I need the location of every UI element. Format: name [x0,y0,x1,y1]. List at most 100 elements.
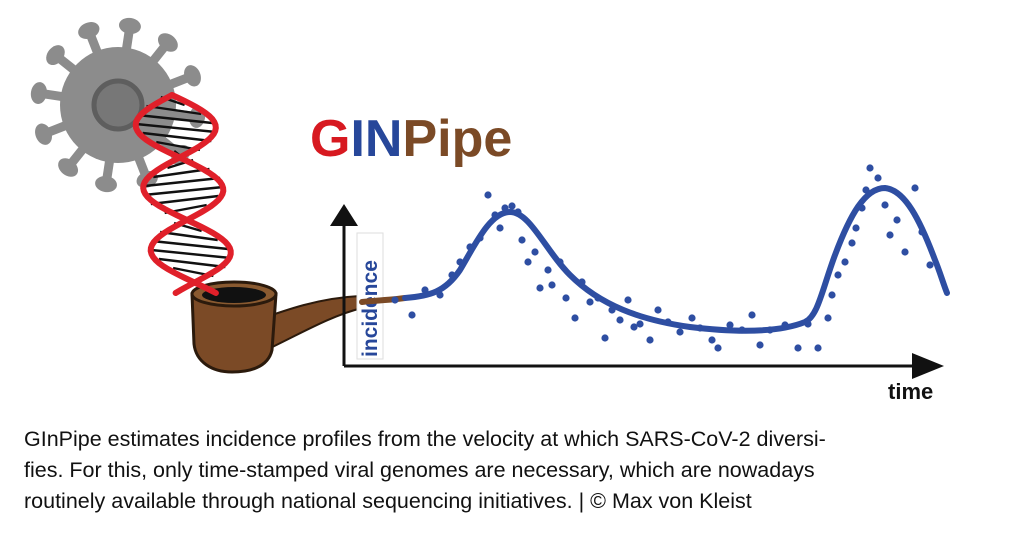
ginpipe-logo: GINPipe [310,110,512,168]
dna-rung [158,257,226,269]
data-point [571,314,579,322]
data-point [804,320,812,328]
data-point [514,208,522,216]
data-point [562,294,570,302]
data-point [926,261,934,269]
caption-line-3: routinely available through national seq… [24,489,752,513]
virus-spike-tip [95,176,117,193]
data-point [586,298,594,306]
data-point [616,316,624,324]
data-point [630,323,638,331]
data-point [901,248,909,256]
data-point [531,248,539,256]
dna-rung [142,131,212,143]
data-point [748,311,756,319]
caption: GInPipe estimates incidence profiles fro… [24,424,1014,517]
data-point [676,328,684,336]
incidence-data-points [391,164,934,352]
data-point [448,271,456,279]
dna-helix-icon [132,92,234,296]
data-point [828,291,836,299]
virus-spike-tip [184,65,201,87]
data-point [794,344,802,352]
dna-rung [135,122,216,134]
data-point [594,294,602,302]
data-point [696,324,704,332]
data-point [664,318,672,326]
data-point [636,320,644,328]
data-point [918,228,926,236]
data-point [548,281,556,289]
data-point [421,286,429,294]
data-point [881,201,889,209]
data-point [834,271,842,279]
y-axis-label: incidence [359,260,382,357]
dna-rung [159,230,218,242]
data-point [491,211,499,219]
graph-axes [330,204,944,379]
virus-spike-tip [78,22,100,39]
data-point [726,321,734,329]
caption-line-2: fies. For this, only time-stamped viral … [24,458,815,482]
data-point [544,266,552,274]
data-point [556,258,564,266]
data-point [624,296,632,304]
data-point [708,336,716,344]
caption-line-1: GInPipe estimates incidence profiles fro… [24,427,826,451]
logo-pipe: Pipe [402,110,512,168]
data-point [756,341,764,349]
virus-spike-tip [58,158,79,177]
data-point [866,164,874,172]
data-point [814,344,822,352]
data-point [456,258,464,266]
data-point [608,306,616,314]
data-point [738,326,746,334]
virus-spike-tip [119,17,141,34]
data-point [508,202,516,210]
dna-rung [143,185,224,197]
x-axis-label: time [888,379,933,404]
data-point [911,184,919,192]
dna-rung [151,239,229,251]
data-point [874,174,882,182]
data-point [646,336,654,344]
data-point [436,291,444,299]
data-point [886,231,894,239]
data-point [781,321,789,329]
data-point [858,204,866,212]
data-point [841,258,849,266]
data-point [518,236,526,244]
data-point [601,334,609,342]
data-point [501,204,509,212]
data-point [862,186,870,194]
data-point [578,278,586,286]
virus-icon [30,17,206,193]
data-point [824,314,832,322]
data-point [766,326,774,334]
virus-spike-tip [35,123,52,145]
data-point [484,191,492,199]
data-point [893,216,901,224]
data-point [852,224,860,232]
data-point [714,344,722,352]
data-point [496,224,504,232]
data-point [654,306,662,314]
data-point [848,239,856,247]
logo-in: IN [350,110,402,168]
data-point [536,284,544,292]
ginpipe-figure: GINPipe incidence time [30,17,950,404]
data-point [408,311,416,319]
dna-rung [150,194,219,206]
pipe-icon [190,280,364,374]
data-point [688,314,696,322]
incidence-curve [402,184,950,334]
data-point [476,234,484,242]
dna-rung [137,113,213,125]
logo-g: G [310,110,350,168]
data-point [466,243,474,251]
virus-spike-tip [46,45,65,66]
dna-rung [151,248,231,260]
virus-spike-tip [157,33,178,52]
dna-rung [144,176,221,188]
virus-spike-tip [30,82,47,104]
